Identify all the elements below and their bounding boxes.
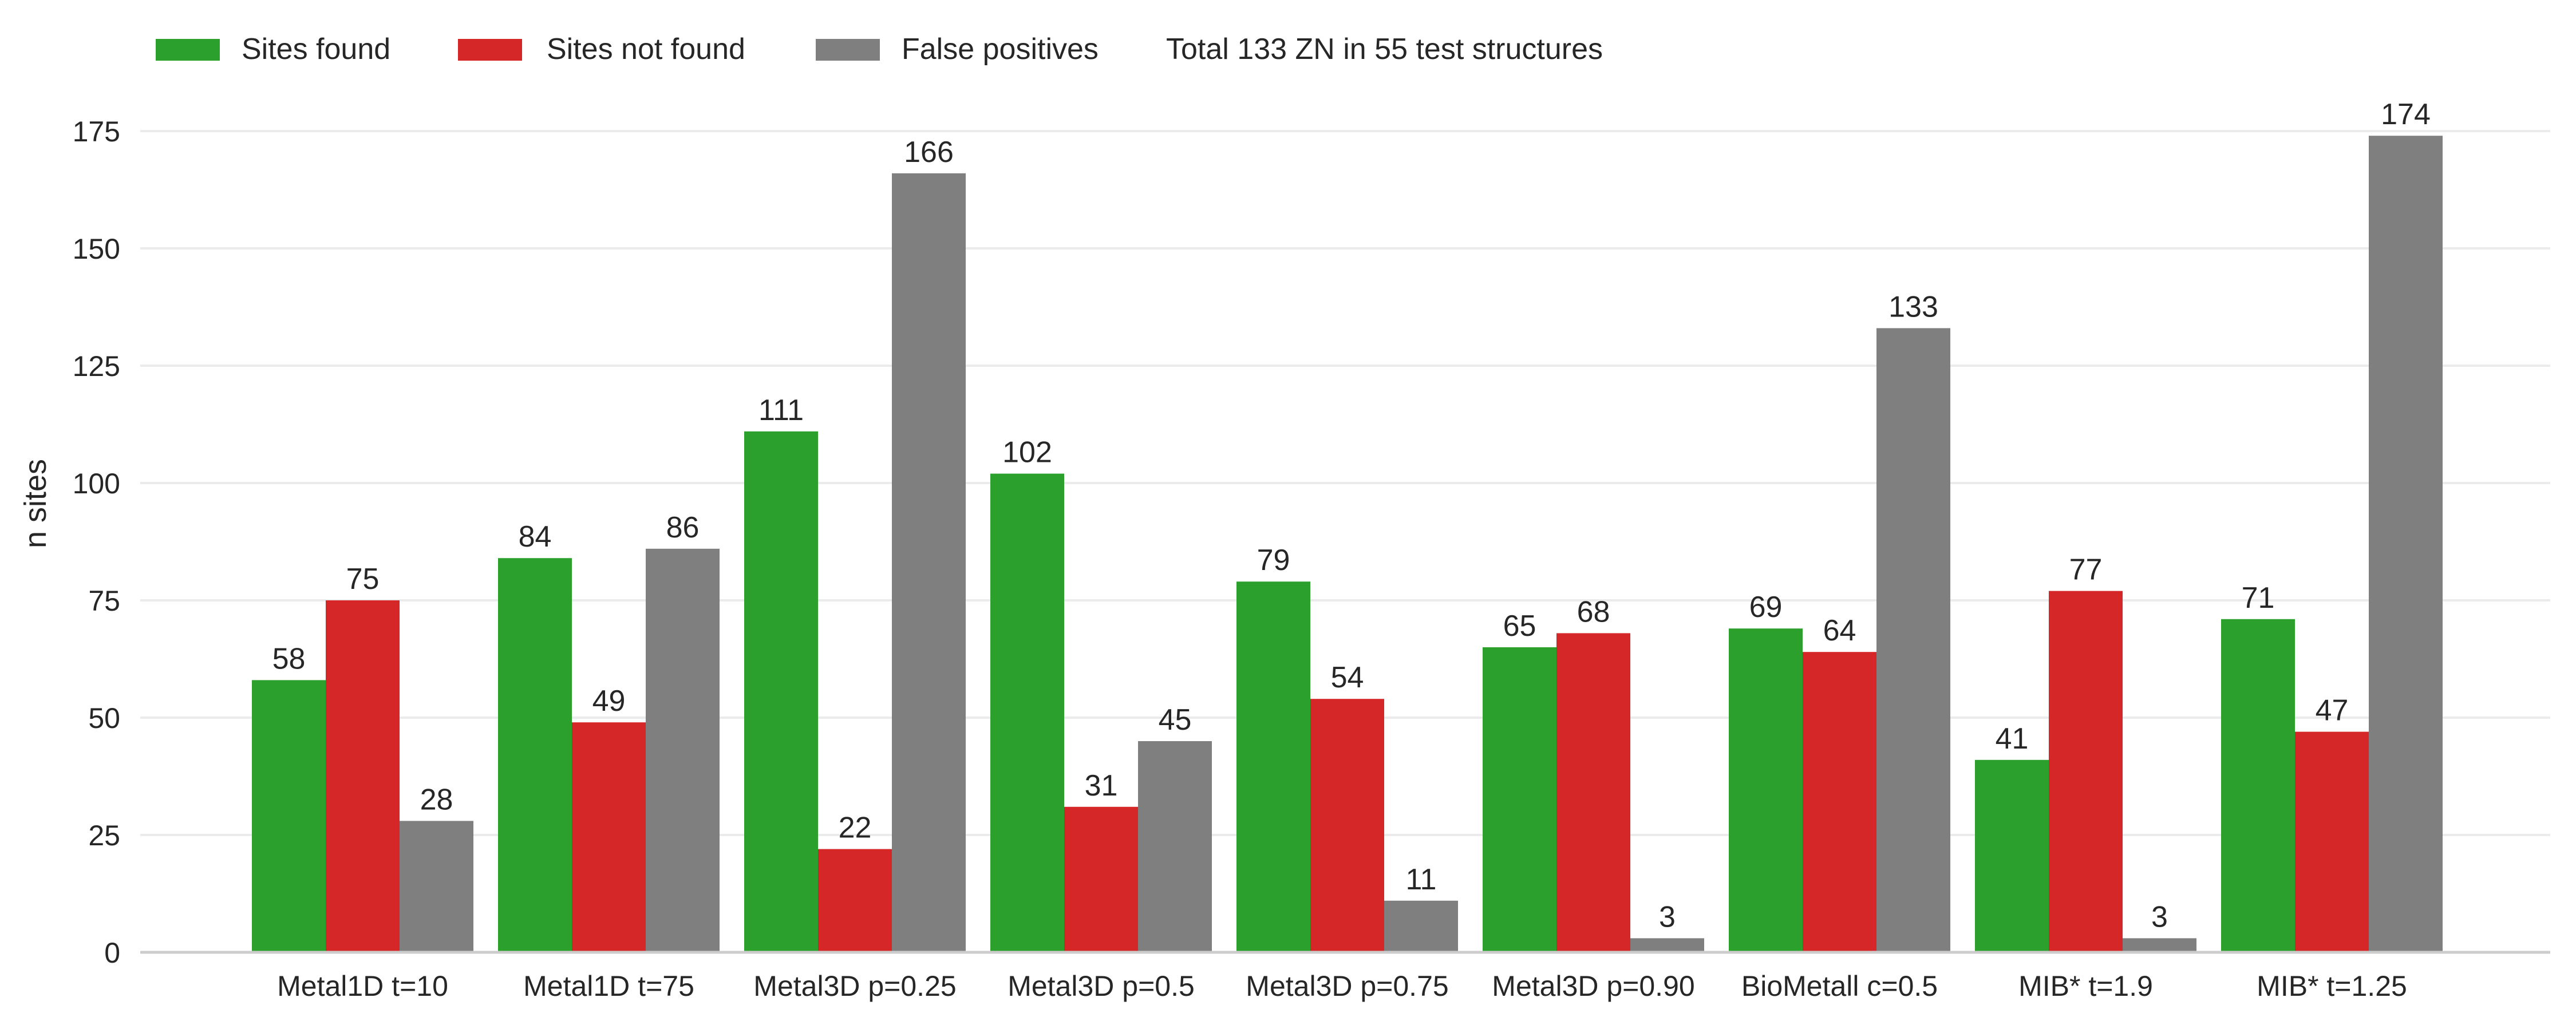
bar-value-label: 54 [1331, 661, 1364, 694]
x-tick-label: MIB* t=1.9 [2018, 970, 2153, 1002]
legend-label-sites-not-found: Sites not found [547, 33, 745, 66]
bar-value-label: 41 [1996, 722, 2029, 755]
bar-false-positives [1630, 938, 1704, 952]
bar-value-label: 22 [839, 812, 872, 845]
bar-value-label: 77 [2069, 553, 2103, 587]
bar-false-positives [892, 173, 966, 952]
bar-sites-not-found [1310, 699, 1384, 952]
bar-false-positives [1384, 900, 1458, 952]
bar-value-label: 79 [1257, 544, 1290, 577]
y-tick-label: 0 [104, 937, 120, 969]
y-tick-label: 125 [73, 350, 120, 382]
bar-sites-not-found [1556, 633, 1630, 952]
bar-false-positives [1876, 328, 1950, 952]
x-tick-label: Metal1D t=75 [523, 970, 694, 1002]
bar-sites-found [1236, 581, 1310, 952]
bar-false-positives [2123, 938, 2196, 952]
legend-swatch-sites-found [156, 39, 220, 61]
x-tick-label: Metal3D p=0.90 [1492, 970, 1694, 1002]
bar-value-label: 28 [420, 783, 453, 816]
y-tick-label: 150 [73, 233, 120, 265]
bar-sites-not-found [818, 849, 892, 952]
bar-value-label: 49 [592, 684, 626, 718]
bar-value-label: 64 [1823, 614, 1856, 647]
bar-value-label: 174 [2381, 98, 2431, 131]
bar-value-label: 166 [904, 136, 954, 169]
bar-value-label: 71 [2242, 581, 2275, 615]
bar-false-positives [2369, 136, 2443, 953]
bar-sites-found [252, 680, 326, 952]
bar-value-label: 84 [519, 520, 552, 553]
y-tick-label: 25 [88, 820, 120, 852]
y-axis-title: n sites [18, 459, 53, 548]
legend: Sites found Sites not found False positive… [156, 33, 1603, 66]
bar-value-label: 58 [272, 642, 306, 675]
legend-label-sites-found: Sites found [242, 33, 390, 66]
y-tick-label: 100 [73, 468, 120, 500]
legend-swatch-false-positives [816, 39, 880, 61]
x-tick-label: MIB* t=1.25 [2257, 970, 2407, 1002]
bar-sites-not-found [2049, 591, 2123, 952]
bar-value-label: 111 [758, 394, 804, 427]
bar-sites-found [990, 473, 1064, 952]
x-tick-label: BioMetall c=0.5 [1741, 970, 1938, 1002]
bar-sites-not-found [572, 722, 646, 952]
bar-sites-found [1729, 628, 1803, 952]
bar-value-label: 47 [2316, 694, 2349, 727]
bar-sites-found [2221, 619, 2295, 952]
bar-false-positives [646, 548, 720, 952]
x-tick-label: Metal3D p=0.75 [1246, 970, 1448, 1002]
legend-swatch-sites-not-found [458, 39, 522, 61]
legend-label-false-positives: False positives [902, 33, 1099, 66]
bar-value-label: 3 [2151, 900, 2168, 933]
y-tick-label: 75 [88, 585, 120, 617]
x-tick-label: Metal3D p=0.25 [753, 970, 956, 1002]
axes: 0 25 50 75 100 125 150 175 Metal1D t=10 Metal1D t… [73, 116, 2550, 1002]
bar-value-label: 65 [1503, 609, 1536, 643]
bar-false-positives [400, 821, 473, 952]
x-tick-label: Metal1D t=10 [277, 970, 448, 1002]
bar-value-label: 86 [666, 511, 700, 544]
bar-sites-found [1483, 647, 1556, 952]
y-tick-label: 50 [88, 702, 120, 734]
bar-value-labels: 58 75 28 84 49 86 111 22 166 102 31 45 79 54 11 65 68 3 69… [272, 98, 2431, 933]
bar-value-label: 31 [1085, 769, 1118, 802]
bar-false-positives [1138, 741, 1212, 952]
bar-value-label: 133 [1888, 290, 1938, 323]
bar-sites-not-found [1064, 806, 1138, 952]
bar-value-label: 45 [1159, 703, 1192, 737]
bar-value-label: 69 [1749, 591, 1783, 624]
bar-sites-found [1975, 759, 2049, 952]
bar-value-label: 3 [1659, 900, 1676, 933]
bars [252, 136, 2443, 953]
x-tick-label: Metal3D p=0.5 [1008, 970, 1195, 1002]
bar-sites-found [498, 558, 572, 952]
bar-value-label: 11 [1406, 863, 1437, 896]
y-tick-label: 175 [73, 116, 120, 148]
bar-sites-not-found [326, 600, 400, 952]
bar-sites-found [744, 431, 818, 952]
legend-note: Total 133 ZN in 55 test structures [1166, 33, 1603, 66]
bar-sites-not-found [2295, 731, 2369, 952]
bar-sites-not-found [1803, 652, 1876, 952]
bar-value-label: 102 [1002, 436, 1052, 469]
bar-value-label: 75 [346, 563, 380, 596]
bar-value-label: 68 [1577, 595, 1610, 628]
